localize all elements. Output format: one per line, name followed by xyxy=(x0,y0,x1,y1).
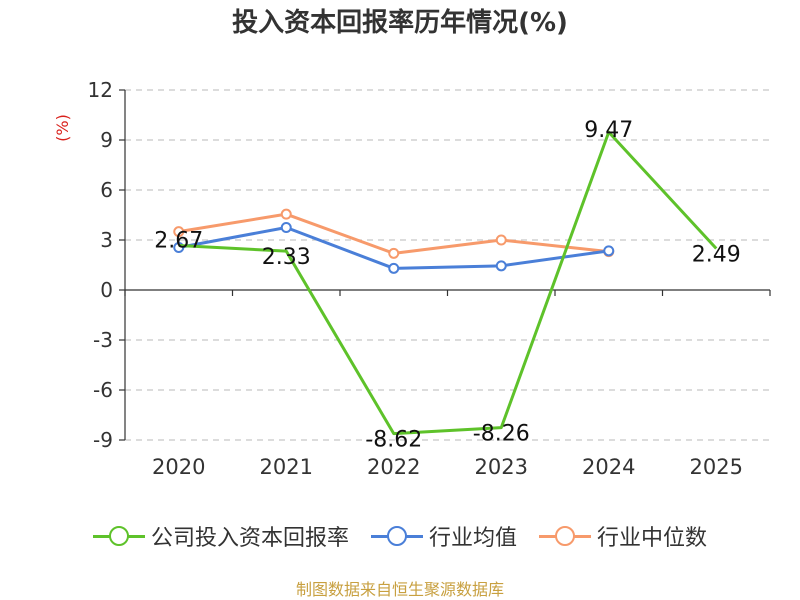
series-line xyxy=(178,130,718,436)
legend-marker-industry-median xyxy=(539,526,591,546)
y-tick-label: -3 xyxy=(93,328,113,352)
x-tick-label: 2024 xyxy=(582,455,635,479)
y-tick-label: -6 xyxy=(93,378,113,402)
data-label: -8.26 xyxy=(473,422,530,447)
y-tick-label: 0 xyxy=(100,278,113,302)
x-tick-label: 2023 xyxy=(475,455,528,479)
y-tick-label: 6 xyxy=(100,178,113,202)
y-tick-label: 12 xyxy=(88,78,113,102)
x-tick-label: 2022 xyxy=(367,455,420,479)
y-tick-label: 3 xyxy=(100,228,113,252)
data-label: 2.67 xyxy=(154,229,203,254)
data-label: 2.49 xyxy=(692,243,741,268)
y-tick-label: 9 xyxy=(100,128,113,152)
legend: 公司投入资本回报率 行业均值 行业中位数 xyxy=(0,516,800,556)
y-tick-label: -9 xyxy=(93,428,113,452)
data-label: 9.47 xyxy=(584,118,633,143)
legend-item-industry-median[interactable]: 行业中位数 xyxy=(539,520,707,552)
legend-label-industry-median: 行业中位数 xyxy=(597,526,708,551)
series-point xyxy=(603,245,615,257)
series-point xyxy=(495,234,507,246)
x-tick-label: 2021 xyxy=(260,455,313,479)
series-point xyxy=(280,222,292,233)
legend-label-industry-mean: 行业均值 xyxy=(428,526,517,551)
legend-item-industry-mean[interactable]: 行业均值 xyxy=(370,520,517,552)
data-label: 2.33 xyxy=(262,245,311,270)
chart-title: 投入资本回报率历年情况(%) xyxy=(232,8,568,38)
legend-marker-industry-mean xyxy=(370,526,423,546)
x-tick-label: 2020 xyxy=(152,455,205,479)
series-point xyxy=(495,260,507,272)
data-label: -8.62 xyxy=(365,428,422,453)
legend-label-company: 公司投入资本回报率 xyxy=(150,526,349,551)
x-tick-label: 2025 xyxy=(690,455,743,479)
legend-marker-company xyxy=(92,526,145,546)
series-point xyxy=(388,247,400,259)
series-point xyxy=(173,226,185,238)
source-footer: 制图数据来自恒生聚源数据库 xyxy=(295,580,504,599)
series-point xyxy=(280,208,292,220)
legend-item-company[interactable]: 公司投入资本回报率 xyxy=(92,520,349,552)
series-point xyxy=(388,262,400,274)
